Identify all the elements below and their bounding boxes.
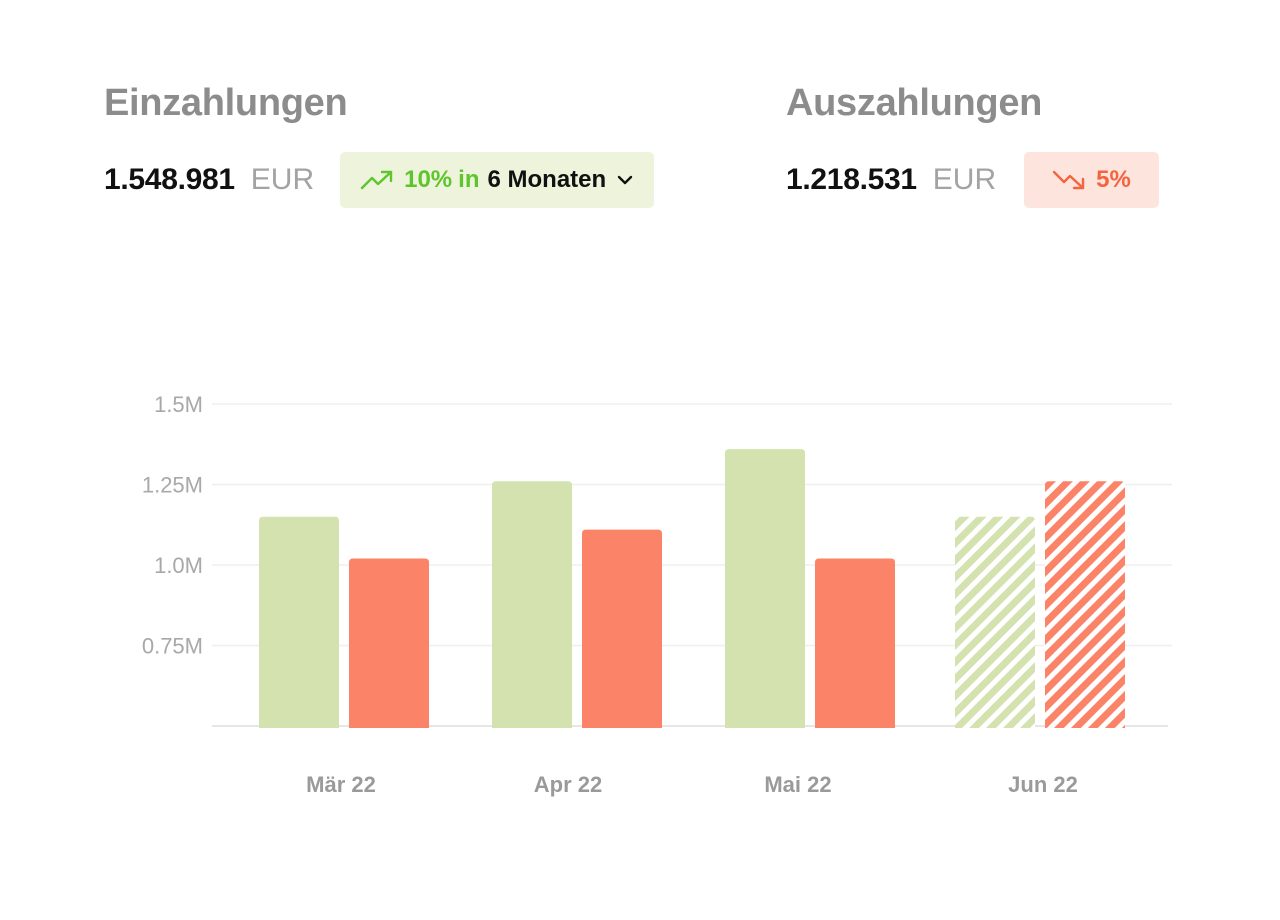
- deposits-trend-period: 6 Monaten: [487, 166, 607, 193]
- withdrawals-title: Auszahlungen: [786, 82, 1043, 124]
- chevron-down-icon: [616, 173, 634, 187]
- withdrawals-bar-3: [1045, 481, 1125, 728]
- withdrawals-bar-2: [815, 558, 895, 728]
- y-tick-label: 1.25M: [142, 473, 203, 498]
- x-tick-label: Apr 22: [534, 772, 602, 797]
- bars: [259, 449, 1125, 728]
- x-tick-label: Mär 22: [306, 772, 376, 797]
- deposits-trend-percent: 10%: [404, 166, 453, 193]
- y-tick-label: 1.5M: [154, 392, 203, 417]
- withdrawals-bar-0: [349, 558, 429, 728]
- withdrawals-summary-row: 1.218.531 EUR 5%: [786, 152, 1159, 208]
- deposits-bar-3: [955, 516, 1035, 728]
- deposits-currency: EUR: [250, 163, 315, 196]
- deposits-amount: 1.548.981: [104, 163, 235, 196]
- deposits-trend-in: in: [458, 166, 480, 193]
- withdrawals-trend-percent: 5%: [1096, 166, 1131, 193]
- withdrawals-amount: 1.218.531: [786, 163, 917, 196]
- trend-up-icon: [360, 169, 394, 191]
- trend-down-icon: [1052, 169, 1086, 191]
- x-axis-labels: Mär 22 Apr 22 Mai 22 Jun 22: [306, 772, 1078, 797]
- x-tick-label: Jun 22: [1008, 772, 1078, 797]
- withdrawals-panel: Auszahlungen 1.218.531 EUR 5%: [786, 80, 1159, 208]
- deposits-trend-dropdown[interactable]: 10% in 6 Monaten: [340, 152, 655, 208]
- y-tick-label: 0.75M: [142, 634, 203, 659]
- deposits-title: Einzahlungen: [104, 82, 348, 124]
- deposits-panel: Einzahlungen 1.548.981 EUR 10% in 6 Mona…: [104, 80, 655, 208]
- y-axis-ticks: 0.75M 1.0M 1.25M 1.5M: [142, 392, 203, 659]
- deposits-bar-0: [259, 516, 339, 728]
- deposits-summary-row: 1.548.981 EUR 10% in 6 Monaten: [104, 152, 655, 208]
- withdrawals-bar-1: [582, 529, 662, 728]
- y-tick-label: 1.0M: [154, 553, 203, 578]
- withdrawals-trend-badge: 5%: [1024, 152, 1159, 208]
- deposits-bar-2: [725, 449, 805, 728]
- withdrawals-currency: EUR: [932, 163, 997, 196]
- x-tick-label: Mai 22: [764, 772, 831, 797]
- deposits-bar-1: [492, 481, 572, 728]
